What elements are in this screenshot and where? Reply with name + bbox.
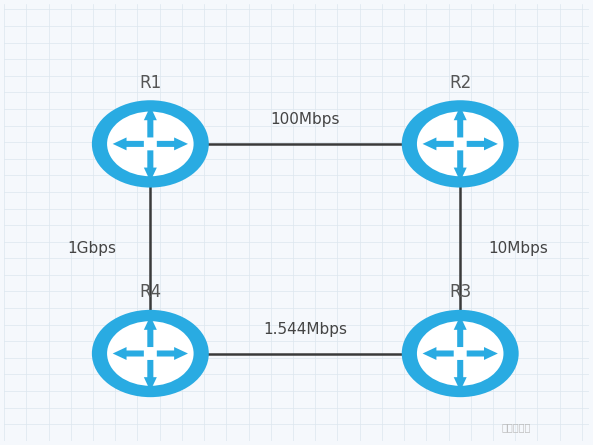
FancyArrow shape <box>157 138 188 150</box>
Circle shape <box>401 310 519 397</box>
FancyArrow shape <box>423 347 454 360</box>
Circle shape <box>107 321 193 386</box>
FancyArrow shape <box>467 138 498 150</box>
FancyArrow shape <box>144 360 157 391</box>
Circle shape <box>401 100 519 187</box>
FancyArrow shape <box>144 316 157 347</box>
Circle shape <box>92 310 209 397</box>
Circle shape <box>107 112 193 176</box>
FancyArrow shape <box>454 360 467 391</box>
FancyArrow shape <box>144 150 157 182</box>
Circle shape <box>417 321 503 386</box>
Text: R4: R4 <box>139 283 161 301</box>
Text: 1.544Mbps: 1.544Mbps <box>263 322 347 337</box>
Text: 1Gbps: 1Gbps <box>68 241 116 256</box>
Circle shape <box>92 100 209 187</box>
FancyArrow shape <box>113 347 144 360</box>
FancyArrow shape <box>113 138 144 150</box>
Circle shape <box>417 112 503 176</box>
Text: 100Mbps: 100Mbps <box>270 113 340 127</box>
Text: 幕后哈士奇: 幕后哈士奇 <box>501 422 531 432</box>
FancyArrow shape <box>454 150 467 182</box>
Text: 10Mbps: 10Mbps <box>489 241 549 256</box>
FancyArrow shape <box>454 106 467 138</box>
FancyArrow shape <box>144 106 157 138</box>
FancyArrow shape <box>423 138 454 150</box>
FancyArrow shape <box>454 316 467 347</box>
Text: R2: R2 <box>449 73 471 92</box>
Text: R3: R3 <box>449 283 471 301</box>
FancyArrow shape <box>157 347 188 360</box>
Text: R1: R1 <box>139 73 161 92</box>
FancyArrow shape <box>467 347 498 360</box>
